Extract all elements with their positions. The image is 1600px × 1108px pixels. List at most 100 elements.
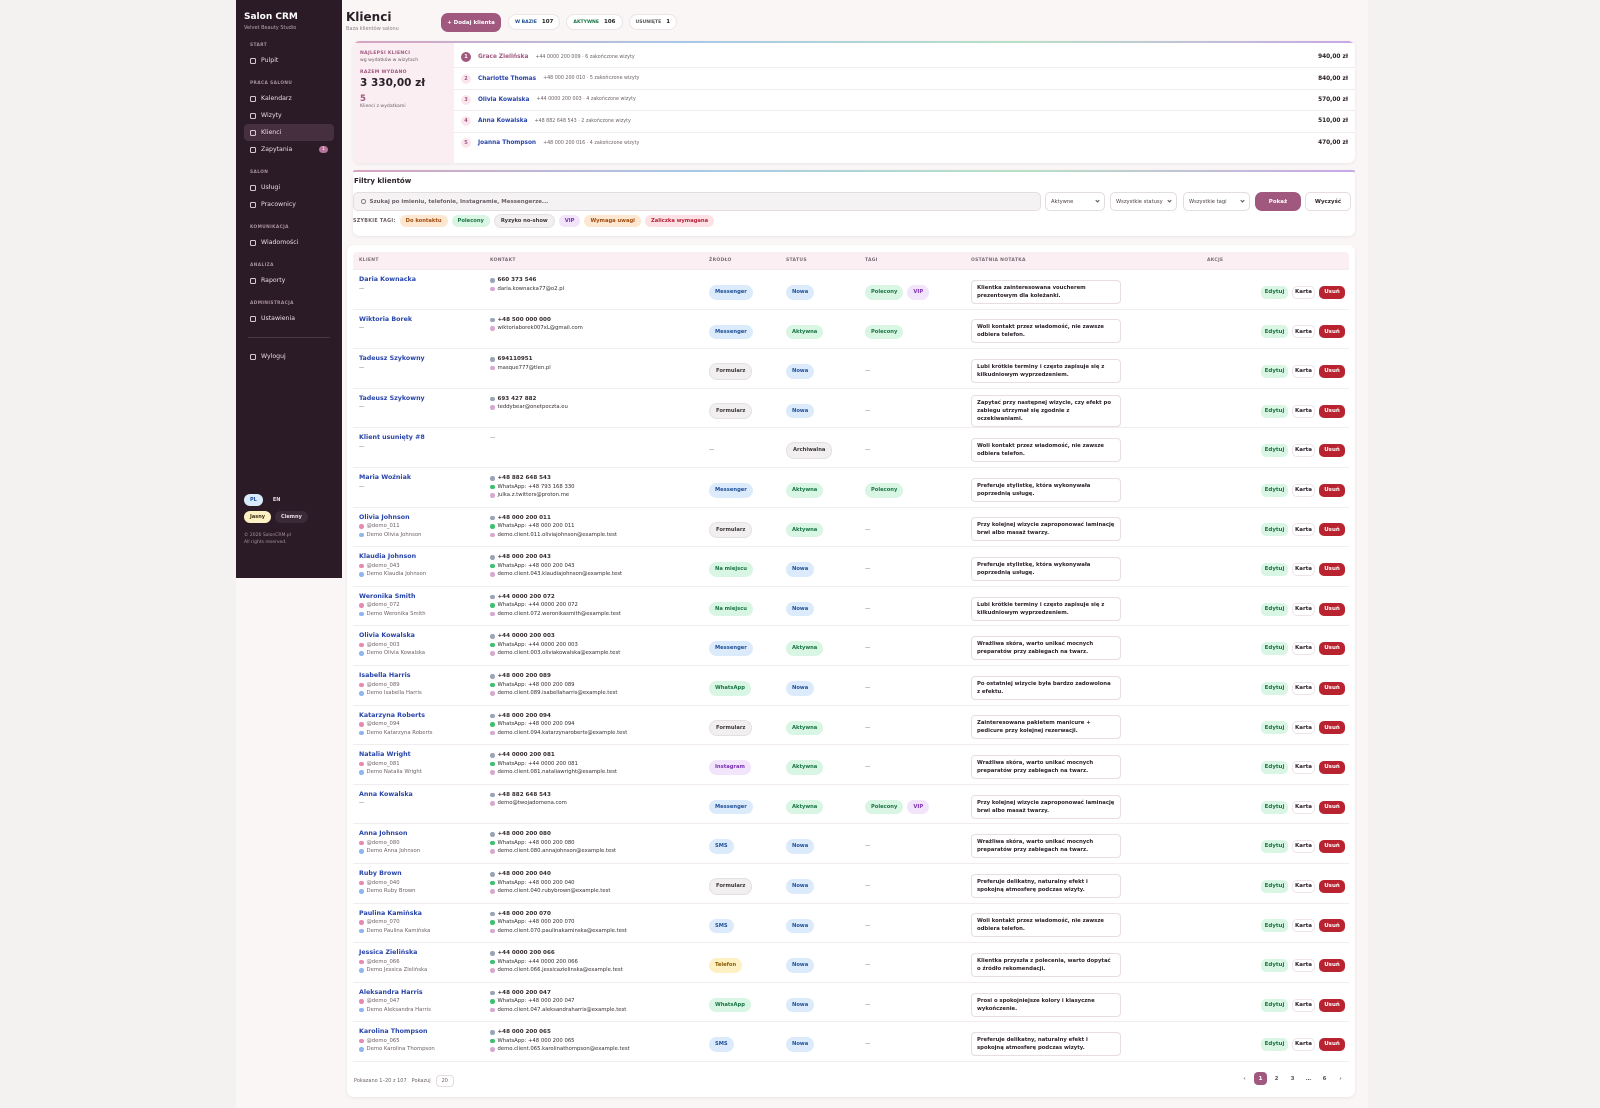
nav-item[interactable]: Ustawienia xyxy=(244,310,334,327)
action-button[interactable]: Karta xyxy=(1292,879,1315,893)
action-button[interactable]: Karta xyxy=(1292,840,1315,854)
quick-tag[interactable]: Ryzyko no-show xyxy=(493,214,555,228)
action-button[interactable]: Karta xyxy=(1292,483,1315,497)
client-name[interactable]: Maria Woźniak xyxy=(359,474,412,481)
action-button[interactable]: Edytuj xyxy=(1261,721,1288,735)
action-button[interactable]: Karta xyxy=(1292,800,1315,814)
client-name[interactable]: Aleksandra Harris xyxy=(359,988,423,996)
client-name[interactable]: Karolina Thompson xyxy=(359,1028,428,1036)
action-button[interactable]: Karta xyxy=(1292,444,1315,458)
action-button[interactable]: Edytuj xyxy=(1261,325,1288,339)
action-button[interactable]: Usuń xyxy=(1319,840,1345,854)
action-button[interactable]: Karta xyxy=(1292,1038,1315,1052)
client-name[interactable]: Paulina Kamińska xyxy=(359,909,422,917)
theme-option[interactable]: Ciemny xyxy=(275,511,308,523)
client-name[interactable]: Katarzyna Roberts xyxy=(359,711,426,719)
per-page-select[interactable]: 20 xyxy=(435,1075,454,1087)
page-button[interactable]: 2 xyxy=(1274,1075,1279,1082)
action-button[interactable]: Karta xyxy=(1292,760,1315,774)
show-button[interactable]: Pokaż xyxy=(1255,192,1301,211)
action-button[interactable]: Edytuj xyxy=(1261,800,1288,814)
quick-tag[interactable]: Do kontaktu xyxy=(399,215,448,227)
action-button[interactable]: Usuń xyxy=(1319,404,1345,418)
nav-item[interactable]: Klienci xyxy=(244,124,334,141)
action-button[interactable]: Usuń xyxy=(1319,760,1345,774)
nav-item[interactable]: Usługi xyxy=(244,179,334,196)
action-button[interactable]: Usuń xyxy=(1319,523,1345,537)
top-client-name[interactable]: Charlotte Thomas xyxy=(478,75,537,82)
nav-item[interactable]: Wiadomości xyxy=(244,234,334,251)
top-client-name[interactable]: Olivia Kowalska xyxy=(478,96,530,103)
action-button[interactable]: Usuń xyxy=(1319,919,1345,933)
nav-item[interactable]: Pulpit xyxy=(244,52,334,69)
action-button[interactable]: Usuń xyxy=(1319,998,1345,1012)
page-button[interactable]: 1 xyxy=(1254,1072,1267,1085)
action-button[interactable]: Edytuj xyxy=(1261,364,1288,378)
action-button[interactable]: Edytuj xyxy=(1261,523,1288,537)
client-name[interactable]: Anna Kowalska xyxy=(359,790,413,798)
search-input[interactable]: Szukaj po imieniu, telefonie, Instagrami… xyxy=(353,192,1041,211)
action-button[interactable]: Edytuj xyxy=(1261,879,1288,893)
add-client-button[interactable]: + Dodaj klienta xyxy=(441,13,501,32)
action-button[interactable]: Karta xyxy=(1292,404,1315,418)
action-button[interactable]: Edytuj xyxy=(1261,998,1288,1012)
action-button[interactable]: Karta xyxy=(1292,562,1315,576)
client-name[interactable]: Wiktoria Borek xyxy=(359,315,413,323)
action-button[interactable]: Edytuj xyxy=(1261,840,1288,854)
action-button[interactable]: Karta xyxy=(1292,958,1315,972)
action-button[interactable]: Usuń xyxy=(1319,681,1345,695)
quick-tag[interactable]: Wymaga uwagi xyxy=(584,215,641,227)
page-button[interactable]: … xyxy=(1305,1075,1312,1082)
client-name[interactable]: Tadeusz Szykowny xyxy=(359,355,425,363)
action-button[interactable]: Usuń xyxy=(1319,1038,1345,1052)
action-button[interactable]: Edytuj xyxy=(1261,483,1288,497)
action-button[interactable]: Karta xyxy=(1292,998,1315,1012)
action-button[interactable]: Edytuj xyxy=(1261,642,1288,656)
action-button[interactable]: Edytuj xyxy=(1261,562,1288,576)
action-button[interactable]: Edytuj xyxy=(1261,1038,1288,1052)
nav-item[interactable]: Wizyty xyxy=(244,107,334,124)
nav-item[interactable]: Raporty xyxy=(244,272,334,289)
client-name[interactable]: Daria Kownacka xyxy=(359,276,416,283)
nav-item[interactable]: Zapytania 1 xyxy=(244,141,334,158)
nav-item[interactable]: Pracownicy xyxy=(244,196,334,213)
action-button[interactable]: Usuń xyxy=(1319,325,1345,339)
client-name[interactable]: Olivia Kowalska xyxy=(359,632,415,640)
action-button[interactable]: Karta xyxy=(1292,681,1315,695)
action-button[interactable]: Usuń xyxy=(1319,800,1345,814)
action-button[interactable]: Usuń xyxy=(1319,285,1345,299)
action-button[interactable]: Karta xyxy=(1292,602,1315,616)
page-button[interactable]: 6 xyxy=(1322,1075,1327,1082)
quick-tag[interactable]: Zaliczka wymagana xyxy=(644,215,715,227)
client-name[interactable]: Jessica Zielińska xyxy=(359,949,418,957)
logout[interactable]: Wyloguj xyxy=(244,348,334,365)
client-name[interactable]: Tadeusz Szykowny xyxy=(359,394,425,402)
top-client-name[interactable]: Grace Zielińska xyxy=(478,54,529,61)
filter-select[interactable]: Wszystkie tagi xyxy=(1183,192,1250,211)
action-button[interactable]: Edytuj xyxy=(1261,681,1288,695)
action-button[interactable]: Edytuj xyxy=(1261,285,1288,299)
client-name[interactable]: Ruby Brown xyxy=(359,870,402,877)
action-button[interactable]: Usuń xyxy=(1319,364,1345,378)
client-name[interactable]: Isabella Harris xyxy=(359,672,411,679)
action-button[interactable]: Edytuj xyxy=(1261,760,1288,774)
action-button[interactable]: Edytuj xyxy=(1261,919,1288,933)
action-button[interactable]: Karta xyxy=(1292,364,1315,378)
client-name[interactable]: Natalia Wright xyxy=(359,751,411,759)
page-next[interactable]: › xyxy=(1339,1075,1342,1082)
client-name[interactable]: Weronika Smith xyxy=(359,592,416,600)
action-button[interactable]: Usuń xyxy=(1319,958,1345,972)
client-name[interactable]: Klient usunięty #8 xyxy=(359,434,425,442)
client-name[interactable]: Klaudia Johnson xyxy=(359,553,417,561)
language-option[interactable]: PL xyxy=(244,494,263,506)
action-button[interactable]: Karta xyxy=(1292,642,1315,656)
filter-select[interactable]: Aktywne xyxy=(1045,192,1105,211)
action-button[interactable]: Usuń xyxy=(1319,602,1345,616)
quick-tag[interactable]: Polecony xyxy=(451,215,490,227)
action-button[interactable]: Usuń xyxy=(1319,483,1345,497)
top-client-name[interactable]: Anna Kowalska xyxy=(478,118,528,125)
nav-item[interactable]: Kalendarz xyxy=(244,90,334,107)
action-button[interactable]: Edytuj xyxy=(1261,602,1288,616)
action-button[interactable]: Usuń xyxy=(1319,444,1345,458)
filter-select[interactable]: Wszystkie statusy xyxy=(1110,192,1177,211)
